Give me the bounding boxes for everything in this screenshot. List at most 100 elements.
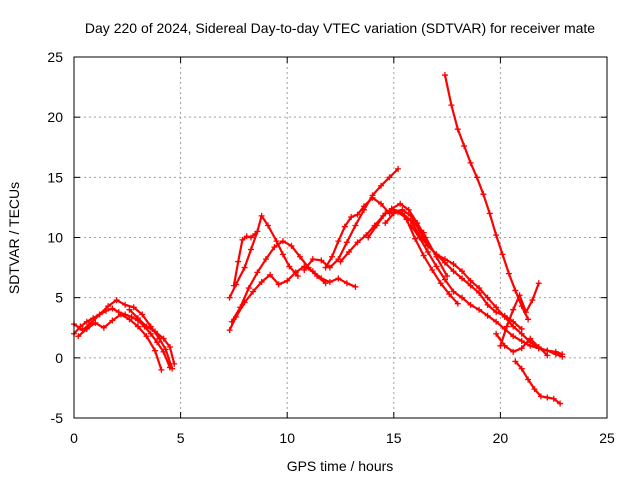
data-point: [382, 220, 389, 227]
data-point: [354, 211, 361, 218]
data-point: [461, 143, 468, 150]
y-tick-label: 20: [47, 109, 63, 125]
y-tick-label: -5: [51, 410, 64, 426]
series-pass-12: [365, 206, 525, 332]
data-point: [271, 244, 278, 251]
data-point: [226, 294, 233, 301]
data-point: [416, 227, 423, 234]
data-point: [550, 395, 557, 402]
data-point: [476, 285, 483, 292]
data-point: [143, 323, 150, 330]
x-axis-title: GPS time / hours: [287, 458, 394, 474]
data-point: [437, 280, 444, 287]
data-point: [493, 330, 500, 337]
data-point: [444, 273, 451, 280]
data-point: [454, 300, 461, 307]
data-point: [450, 260, 457, 267]
data-point: [518, 345, 525, 352]
data-point: [510, 348, 517, 355]
data-point: [286, 263, 293, 270]
data-point: [122, 301, 129, 308]
data-point: [343, 280, 350, 287]
data-point: [166, 344, 173, 351]
data-point: [454, 126, 461, 133]
data-point: [292, 269, 299, 276]
data-point: [535, 280, 542, 287]
data-point: [83, 318, 90, 325]
y-tick-label: 15: [47, 169, 63, 185]
data-point: [335, 238, 342, 245]
data-point: [405, 206, 412, 213]
data-series: [71, 72, 566, 407]
data-point: [241, 299, 248, 306]
data-point: [403, 216, 410, 223]
data-point: [134, 315, 141, 322]
x-tick-label: 10: [279, 430, 295, 446]
data-point: [162, 346, 169, 353]
data-point: [424, 241, 431, 248]
data-point: [459, 275, 466, 282]
data-point: [143, 333, 150, 340]
x-tick-label: 25: [599, 430, 615, 446]
data-point: [476, 306, 483, 313]
data-point: [233, 313, 240, 320]
series-pass-14: [407, 222, 566, 358]
axis-ticks: 0 5 10 15 20 25 -5 0 5 10 15 20 25: [47, 49, 615, 446]
series-line: [384, 208, 564, 358]
series-pass-18: [512, 358, 564, 407]
data-point: [493, 304, 500, 311]
data-point: [341, 223, 348, 230]
data-point: [557, 400, 564, 407]
data-point: [529, 297, 536, 304]
series-line: [409, 224, 564, 356]
data-point: [420, 252, 427, 259]
data-point: [467, 277, 474, 284]
data-point: [429, 266, 436, 273]
data-point: [252, 230, 259, 237]
data-point: [525, 376, 532, 383]
data-point: [473, 174, 480, 181]
data-point: [373, 222, 380, 229]
data-point: [279, 238, 286, 245]
data-point: [480, 191, 487, 198]
chart-title: Day 220 of 2024, Sidereal Day-to-day VTE…: [85, 20, 595, 36]
data-point: [109, 305, 116, 312]
data-point: [96, 311, 103, 318]
data-point: [92, 319, 99, 326]
series-pass-6: [228, 238, 329, 325]
series-line: [228, 265, 357, 332]
data-point: [154, 339, 161, 346]
x-tick-label: 0: [70, 430, 78, 446]
data-point: [113, 297, 120, 304]
data-point: [309, 256, 316, 263]
data-point: [499, 251, 506, 258]
y-tick-label: 0: [55, 350, 63, 366]
data-point: [346, 248, 353, 255]
data-point: [467, 301, 474, 308]
data-point: [486, 210, 493, 217]
y-tick-label: 10: [47, 230, 63, 246]
data-point: [450, 268, 457, 275]
data-point: [100, 324, 107, 331]
data-point: [407, 212, 414, 219]
data-point: [510, 306, 517, 313]
data-point: [322, 264, 329, 271]
series-pass-4: [126, 306, 178, 367]
data-point: [510, 323, 517, 330]
data-point: [235, 258, 242, 265]
data-point: [360, 203, 367, 210]
data-point: [147, 330, 154, 337]
data-point: [318, 275, 325, 282]
x-tick-label: 5: [177, 430, 185, 446]
data-point: [527, 335, 534, 342]
data-point: [501, 342, 508, 349]
data-point: [247, 234, 254, 241]
data-point: [343, 239, 350, 246]
data-point: [337, 258, 344, 265]
data-point: [484, 294, 491, 301]
data-point: [433, 263, 440, 270]
data-point: [158, 366, 165, 373]
data-point: [117, 311, 124, 318]
data-point: [441, 276, 448, 283]
data-point: [301, 266, 308, 273]
